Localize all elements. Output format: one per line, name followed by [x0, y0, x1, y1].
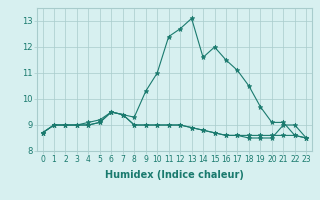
X-axis label: Humidex (Indice chaleur): Humidex (Indice chaleur) [105, 170, 244, 180]
